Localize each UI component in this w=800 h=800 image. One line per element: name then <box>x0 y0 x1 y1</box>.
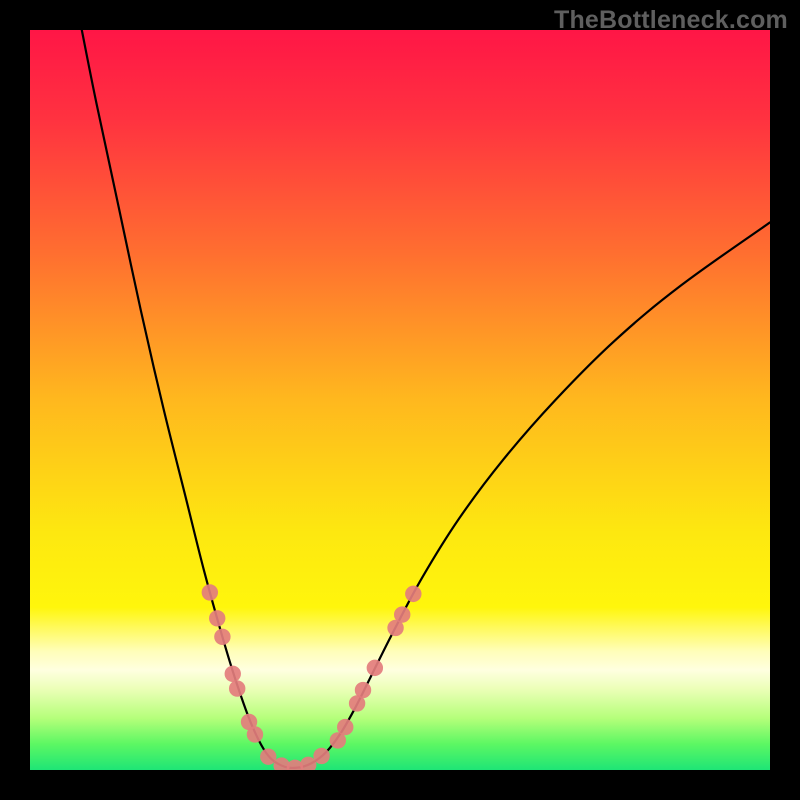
data-marker <box>313 748 329 764</box>
chart-root: TheBottleneck.com <box>0 0 800 800</box>
data-marker <box>337 719 353 735</box>
data-marker <box>229 680 245 696</box>
data-marker <box>355 682 371 698</box>
data-marker <box>260 748 276 764</box>
data-marker <box>209 610 225 626</box>
data-marker <box>225 666 241 682</box>
data-marker <box>202 584 218 600</box>
data-marker <box>247 726 263 742</box>
plot-area <box>30 30 770 770</box>
gradient-background <box>30 30 770 770</box>
data-marker <box>214 629 230 645</box>
data-marker <box>367 660 383 676</box>
watermark-text: TheBottleneck.com <box>554 6 788 35</box>
data-marker <box>394 606 410 622</box>
chart-svg <box>30 30 770 770</box>
data-marker <box>405 586 421 602</box>
